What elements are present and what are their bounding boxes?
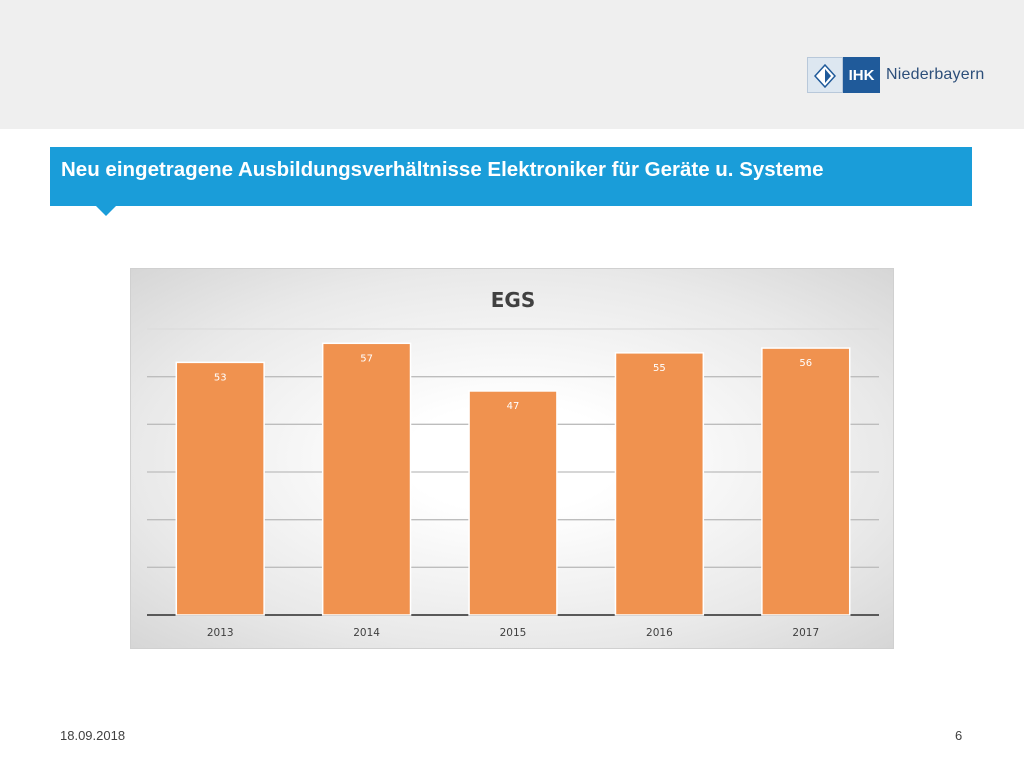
data-label: 55 (653, 363, 666, 374)
data-label: 47 (507, 401, 520, 412)
x-tick-label: 2015 (500, 627, 527, 639)
slide-title: Neu eingetragene Ausbildungsverhältnisse… (61, 158, 824, 181)
diamond-logo-icon (807, 57, 843, 93)
x-tick-label: 2016 (646, 627, 673, 639)
chart-canvas: EGS 53 57 47 55 56 2013 2014 2015 2016 2017 (147, 288, 879, 639)
bar-2013 (175, 361, 265, 616)
bar-2014 (321, 342, 412, 616)
logo-region-text: Niederbayern (886, 66, 985, 83)
data-label: 56 (799, 358, 812, 369)
x-tick-label: 2014 (353, 627, 380, 639)
x-tick-label: 2013 (207, 627, 234, 639)
slide-title-bar: Neu eingetragene Ausbildungsverhältnisse… (50, 147, 972, 206)
page-number: 6 (955, 728, 963, 743)
bar-2016 (614, 352, 705, 616)
x-axis-tick-labels: 2013 2014 2015 2016 2017 (207, 627, 819, 639)
chart-title: EGS (491, 288, 535, 312)
bar-2017 (761, 347, 851, 616)
data-label: 57 (360, 353, 373, 364)
title-pointer (96, 206, 116, 216)
logo-ihk-text: IHK (843, 57, 880, 93)
ihk-logo: IHK Niederbayern (807, 57, 984, 93)
x-tick-label: 2017 (792, 627, 819, 639)
data-label: 53 (214, 372, 227, 383)
bar-2015 (468, 390, 558, 616)
data-labels: 53 57 47 55 56 (214, 353, 812, 412)
bars (175, 342, 851, 616)
bar-chart: EGS 53 57 47 55 56 2013 2014 2015 2016 2017 (130, 268, 894, 649)
footer-date: 18.09.2018 (60, 728, 126, 743)
